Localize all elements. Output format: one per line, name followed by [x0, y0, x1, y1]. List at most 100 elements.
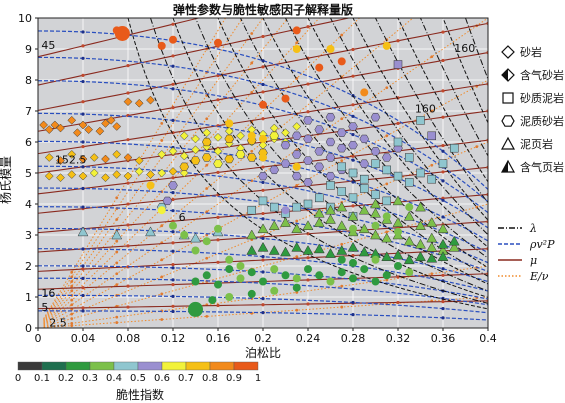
- circle-point: [326, 45, 335, 53]
- circle-point: [382, 212, 391, 221]
- circle-point: [292, 26, 301, 35]
- colorbar-tick-label: 0.4: [106, 373, 122, 384]
- muddy-sandstone-point: [162, 196, 173, 206]
- lambda-line: [374, 18, 488, 204]
- sandstone-point: [168, 146, 178, 156]
- circle-point: [371, 221, 380, 230]
- sandstone-point: [101, 173, 110, 183]
- shale-point: [437, 238, 449, 249]
- mu-marker: [441, 143, 445, 148]
- rho-vp2-marker: [81, 30, 85, 34]
- mu-marker: [441, 115, 445, 119]
- circle-point: [259, 100, 267, 109]
- rho-vp2-marker: [81, 112, 85, 116]
- y-tick-label: 3: [25, 229, 32, 242]
- legend-diamond-icon: [501, 45, 515, 59]
- shale-point: [426, 241, 438, 252]
- muddy-sandstone-point: [325, 153, 336, 162]
- mu-marker: [441, 273, 445, 277]
- colorbar-tick-label: 0.2: [58, 373, 74, 384]
- circle-point: [405, 203, 414, 212]
- shale-point: [392, 217, 404, 227]
- colorbar-swatch: [233, 361, 259, 371]
- rho-vp2-marker: [261, 180, 265, 185]
- rho-vp2-line: [38, 56, 488, 203]
- symbol-legend-item: 含气砂岩: [501, 68, 564, 82]
- muddy-sandstone-point: [269, 165, 280, 175]
- colorbar-swatch: [137, 361, 163, 371]
- rho-vp2-marker: [171, 309, 175, 314]
- y-tick-label: 5: [25, 167, 32, 180]
- circle-point: [225, 265, 234, 274]
- shale-point: [415, 251, 426, 261]
- muddy-sandstone-point: [201, 153, 212, 162]
- x-tick-label: 0.36: [431, 332, 456, 345]
- mu-marker: [261, 117, 265, 121]
- symbol-legend-item: 含气页岩: [500, 159, 564, 174]
- y-tick-label: 9: [25, 43, 32, 56]
- mu-marker: [441, 300, 445, 304]
- shale-point: [403, 254, 415, 265]
- legend-triangle-half-fill-icon: [502, 161, 508, 172]
- muddy-sandstone-point: [224, 134, 235, 144]
- symbol-legend-label: 泥质砂岩: [520, 114, 564, 128]
- muddy-sandstone-point: [190, 156, 201, 165]
- y-tick-label: 7: [25, 105, 32, 118]
- e-over-nu-marker: [205, 187, 209, 190]
- rho-vp2-marker: [81, 140, 85, 144]
- e-over-nu-marker: [340, 117, 344, 121]
- lambda-line: [419, 18, 488, 157]
- mu-marker: [396, 275, 400, 279]
- muddy-sandstone-point: [179, 162, 190, 171]
- sandstone-point: [213, 146, 223, 156]
- mu-marker: [351, 103, 355, 107]
- sandstone-point: [179, 151, 189, 161]
- sandstone-point: [73, 128, 82, 138]
- colorbar-swatch: [17, 361, 43, 371]
- circle-point: [157, 41, 166, 50]
- rho-vp2-marker: [441, 198, 445, 202]
- circle-point: [270, 265, 279, 274]
- muddy-sandstone-point: [258, 171, 268, 181]
- muddy-sandstone-point: [314, 125, 325, 134]
- line-annotation: 16: [41, 287, 55, 300]
- colorbar-tick-label: 1: [255, 373, 261, 384]
- sandy-mudstone-point: [360, 174, 369, 184]
- circle-point: [281, 271, 290, 280]
- muddy-sandstone-point: [359, 159, 370, 168]
- sandy-mudstone-point: [337, 162, 346, 172]
- colorbar-tick-label: 0.5: [130, 373, 146, 384]
- x-axis-label: 泊松比: [245, 346, 281, 360]
- sandstone-point: [95, 126, 105, 136]
- shale-point: [415, 238, 426, 249]
- shale-point: [313, 217, 325, 227]
- rho-vp2-marker: [261, 297, 265, 301]
- sandy-mudstone-point: [382, 165, 391, 175]
- colorbar-label: 脆性指数: [116, 387, 164, 402]
- large-circle-point: [114, 26, 130, 41]
- e-over-nu-marker: [160, 318, 164, 321]
- circle-point: [281, 206, 290, 215]
- sandstone-point: [134, 156, 144, 165]
- rho-vp2-marker: [351, 158, 355, 162]
- e-over-nu-marker: [205, 256, 209, 260]
- sandstone-point: [67, 115, 77, 125]
- mu-marker: [171, 22, 175, 26]
- sandstone-point: [112, 170, 122, 179]
- sandstone-point: [44, 171, 54, 181]
- lambda-line: [284, 18, 488, 259]
- muddy-sandstone-point: [381, 153, 392, 162]
- colorbar-tick-label: 0.9: [226, 373, 242, 384]
- e-over-nu-marker: [205, 117, 209, 121]
- circle-point: [292, 45, 301, 53]
- lambda-line: [465, 18, 488, 81]
- muddy-sandstone-point: [303, 156, 313, 165]
- e-over-nu-marker: [70, 308, 74, 311]
- circle-point: [315, 271, 324, 280]
- rho-vp2-marker: [81, 293, 85, 298]
- legend-hexagon-icon: [501, 115, 515, 127]
- sandy-mudstone-point: [348, 168, 358, 178]
- sandstone-point: [146, 170, 155, 179]
- sandstone-point: [78, 171, 88, 181]
- circle-point: [191, 246, 200, 255]
